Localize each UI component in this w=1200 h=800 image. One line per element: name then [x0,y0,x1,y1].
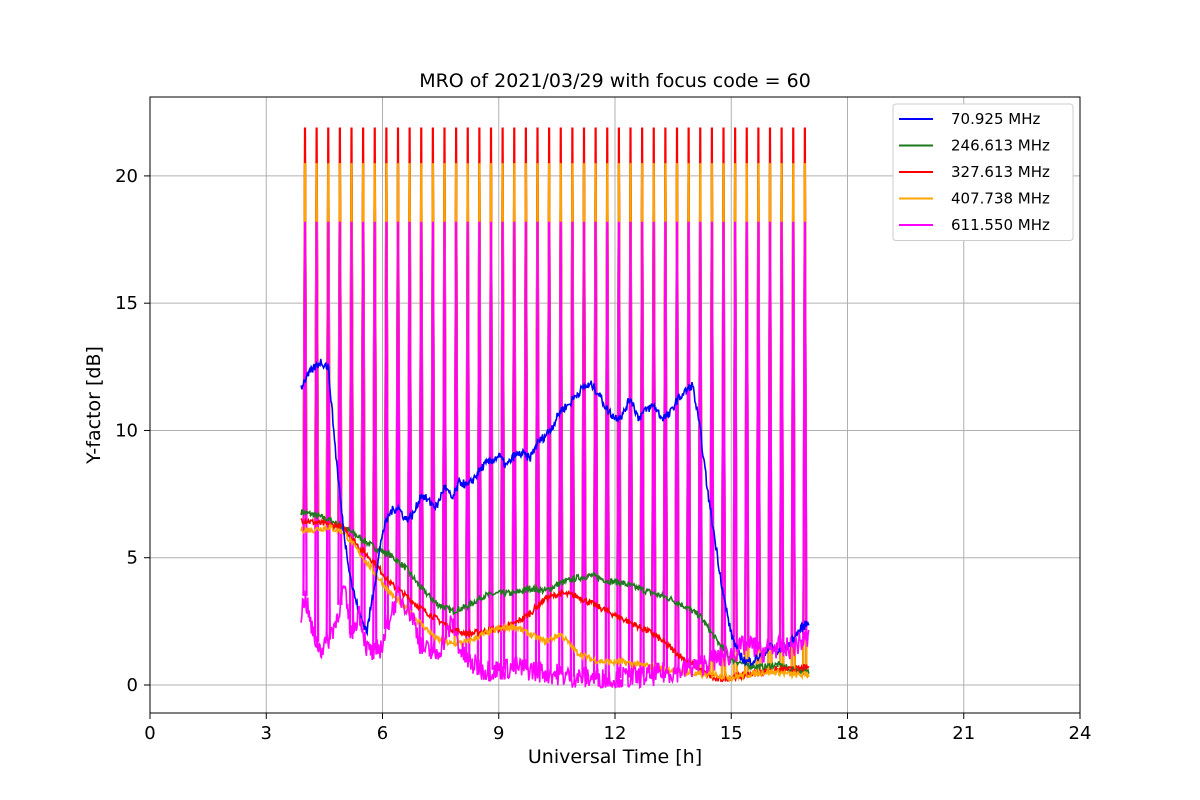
legend-label: 70.925 MHz [951,110,1040,128]
spike-group-611-550-MHz [302,221,808,680]
series-line-407-738-MHz [300,523,810,683]
legend-entry: 611.550 MHz [899,216,1050,234]
calibration-spike [790,221,796,647]
calibration-spike [453,221,459,636]
legend-label: 611.550 MHz [951,216,1050,234]
y-tick-label: 0 [127,675,138,696]
axis-ticks: 0 3 6 9 12 15 18 21 24 0 5 10 15 20 [115,166,1091,744]
calibration-spike [546,221,552,673]
calibration-spike [372,221,378,655]
legend-label: 327.613 MHz [951,163,1050,181]
calibration-spike [395,221,401,596]
calibration-spike [488,221,494,670]
calibration-spikes [302,127,808,680]
calibration-spike [302,221,308,596]
calibration-spike [313,221,320,642]
calibration-spike [383,221,390,630]
y-tick-label: 5 [127,548,138,569]
calibration-spike [639,221,645,677]
calibration-spike [685,221,692,669]
calibration-spike [604,221,610,680]
calibration-spike [441,221,448,640]
calibration-spike [616,221,622,679]
calibration-spike [406,221,413,612]
x-tick-label: 15 [720,723,743,744]
chart-title: MRO of 2021/03/29 with focus code = 60 [419,70,811,92]
legend-entry: 327.613 MHz [899,163,1050,181]
x-tick-label: 0 [144,723,155,744]
calibration-spike [558,221,564,675]
y-tick-label: 10 [115,420,138,441]
calibration-spike [325,221,331,640]
calibration-spike [348,221,355,635]
calibration-spike [720,221,727,658]
y-tick-label: 15 [115,293,138,314]
calibration-spike [767,221,773,650]
x-tick-label: 24 [1069,723,1092,744]
calibration-spike [430,221,436,654]
series-line-246-613-MHz [300,508,810,676]
legend-box [892,103,1074,241]
calibration-spike [755,221,762,650]
calibration-spike [581,221,587,678]
calibration-spike [418,221,424,647]
calibration-spike [627,221,634,678]
calibration-spike [465,221,471,663]
y-tick-label: 20 [115,166,138,187]
series-line-70-925-MHz [300,358,810,667]
legend-label: 246.613 MHz [951,137,1050,155]
calibration-spike [360,221,366,631]
calibration-spike [337,221,343,605]
calibration-spike [802,221,808,641]
calibration-spike [534,221,541,672]
x-tick-label: 9 [493,723,504,744]
x-tick-label: 3 [261,723,272,744]
x-tick-label: 21 [952,723,975,744]
legend-entry: 246.613 MHz [899,137,1050,155]
calibration-spike [523,221,529,670]
series-lines [300,358,810,690]
x-tick-label: 12 [604,723,627,744]
calibration-spike [651,221,657,675]
legend-label: 407.738 MHz [951,190,1050,208]
calibration-spike [662,221,669,673]
calibration-spike [476,221,483,668]
calibration-spike [511,221,517,668]
legend-entry: 70.925 MHz [899,110,1040,128]
calibration-spike [697,221,703,665]
calibration-spike [569,221,576,677]
x-axis-label: Universal Time [h] [528,746,702,768]
calibration-spike [778,221,785,649]
x-tick-label: 6 [377,723,388,744]
calibration-spike [709,221,715,661]
legend-entry: 407.738 MHz [899,190,1050,208]
calibration-spike [732,221,738,652]
legend: 70.925 MHz 246.613 MHz 327.613 MHz 407.738 … [892,103,1074,241]
calibration-spike [592,221,599,679]
calibration-spike [499,221,506,670]
calibration-spike [744,221,750,645]
series-line-611-550-MHz [300,584,810,690]
x-tick-label: 18 [836,723,859,744]
calibration-spike [674,221,680,672]
y-axis-label: Y-factor [dB] [83,346,105,465]
